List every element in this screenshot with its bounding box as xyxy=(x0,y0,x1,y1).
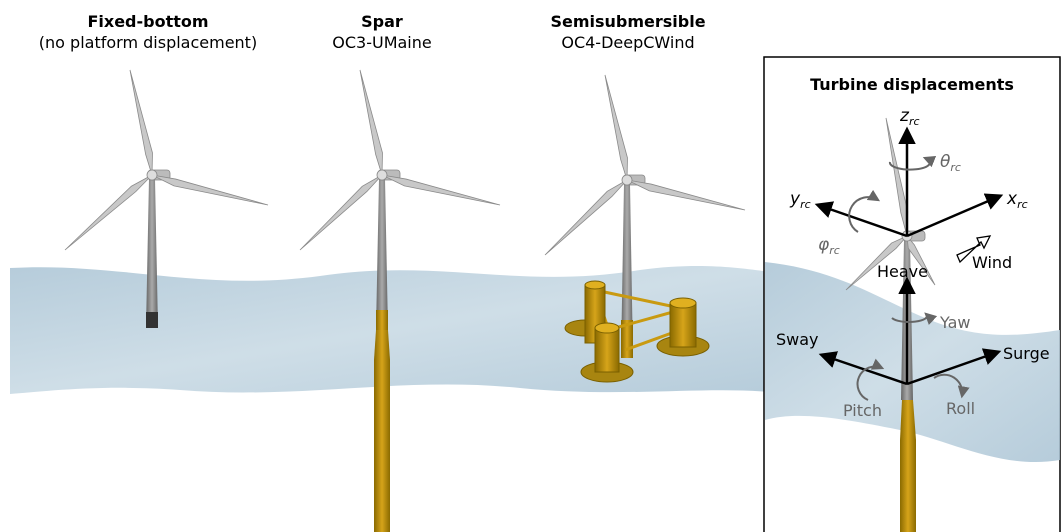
hub xyxy=(146,169,158,181)
sea xyxy=(10,266,770,394)
semisub-platform xyxy=(564,280,710,383)
hub xyxy=(621,174,633,186)
spar xyxy=(900,400,916,532)
blade xyxy=(129,69,153,176)
subscript: rc xyxy=(829,244,840,257)
tower xyxy=(376,179,388,330)
motion-label: Yaw xyxy=(939,313,970,332)
subscript: rc xyxy=(800,198,811,211)
blade xyxy=(64,174,153,251)
blade xyxy=(604,74,628,181)
tower xyxy=(146,179,158,328)
blade xyxy=(359,69,383,176)
symbol: θ xyxy=(940,152,951,172)
inset: Turbine displacements zrc θrc yrc xrc φr… xyxy=(763,56,1061,532)
symbol: φ xyxy=(818,235,830,255)
transition-piece xyxy=(146,312,158,328)
blade xyxy=(151,174,269,206)
panel-subtitle: OC3-UMaine xyxy=(332,33,431,52)
blade xyxy=(381,174,501,206)
axis-label: zrc xyxy=(899,106,920,128)
inset-title: Turbine displacements xyxy=(810,75,1014,94)
spar xyxy=(374,330,390,532)
blade xyxy=(299,174,383,251)
motion-label: Heave xyxy=(877,262,928,281)
turbines xyxy=(64,69,746,532)
panel-title: Spar xyxy=(361,12,403,31)
axis-label: φrc xyxy=(818,235,840,257)
blade xyxy=(845,235,908,291)
inset-sea xyxy=(765,262,1060,463)
subscript: rc xyxy=(909,115,920,128)
panel-subtitle: (no platform displacement) xyxy=(39,33,257,52)
wind-label: Wind xyxy=(972,253,1012,272)
blade xyxy=(544,179,628,256)
axis-label: θrc xyxy=(940,152,961,174)
motion-label: Surge xyxy=(1003,344,1050,363)
panel-subtitle: OC4-DeepCWind xyxy=(561,33,694,52)
motion-label: Roll xyxy=(946,399,975,418)
subscript: rc xyxy=(1017,198,1028,211)
tower xyxy=(621,184,633,358)
axis-label: xrc xyxy=(1006,189,1028,211)
motion-label: Sway xyxy=(776,330,819,349)
subscript: rc xyxy=(950,161,961,174)
panel-title: Semisubmersible xyxy=(550,12,705,31)
axis-label: yrc xyxy=(789,189,811,211)
motion-label: Pitch xyxy=(843,401,882,420)
blade xyxy=(906,234,936,286)
hub xyxy=(376,169,388,181)
symbol: z xyxy=(899,106,910,126)
symbol: x xyxy=(1006,189,1018,209)
panel-title: Fixed-bottom xyxy=(87,12,208,31)
blade xyxy=(626,179,746,211)
substructure xyxy=(376,310,388,330)
symbol: y xyxy=(789,189,801,209)
